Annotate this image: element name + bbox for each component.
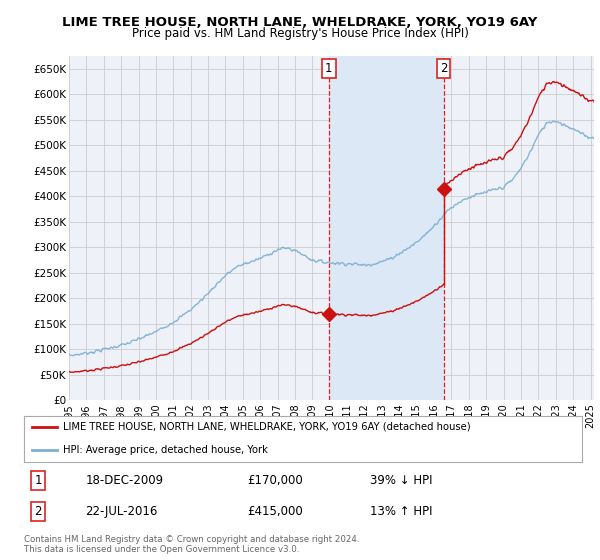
Text: 2: 2: [440, 62, 448, 75]
Text: 39% ↓ HPI: 39% ↓ HPI: [370, 474, 433, 487]
Text: Contains HM Land Registry data © Crown copyright and database right 2024.
This d: Contains HM Land Registry data © Crown c…: [24, 535, 359, 554]
Text: 1: 1: [325, 62, 332, 75]
Text: 13% ↑ HPI: 13% ↑ HPI: [370, 505, 433, 518]
Text: 2: 2: [34, 505, 42, 518]
Text: Price paid vs. HM Land Registry's House Price Index (HPI): Price paid vs. HM Land Registry's House …: [131, 27, 469, 40]
Text: LIME TREE HOUSE, NORTH LANE, WHELDRAKE, YORK, YO19 6AY: LIME TREE HOUSE, NORTH LANE, WHELDRAKE, …: [62, 16, 538, 29]
Text: 22-JUL-2016: 22-JUL-2016: [85, 505, 158, 518]
Text: LIME TREE HOUSE, NORTH LANE, WHELDRAKE, YORK, YO19 6AY (detached house): LIME TREE HOUSE, NORTH LANE, WHELDRAKE, …: [63, 422, 470, 432]
Text: £415,000: £415,000: [247, 505, 303, 518]
Text: HPI: Average price, detached house, York: HPI: Average price, detached house, York: [63, 445, 268, 455]
Text: 1: 1: [34, 474, 42, 487]
Text: £170,000: £170,000: [247, 474, 303, 487]
Bar: [329, 56, 443, 400]
Text: 18-DEC-2009: 18-DEC-2009: [85, 474, 164, 487]
